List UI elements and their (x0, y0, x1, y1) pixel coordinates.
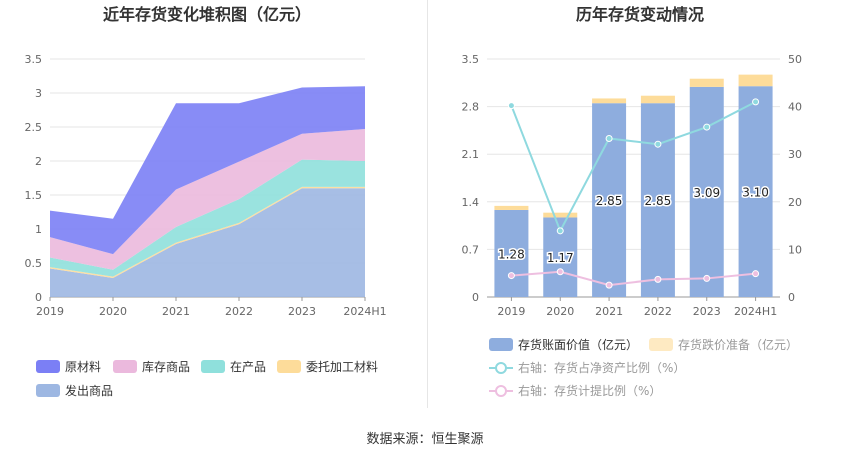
bar-book-value (640, 103, 675, 297)
y-tick-label: 2.1 (462, 148, 480, 161)
legend-label: 发出商品 (65, 383, 113, 398)
y-tick-label: 1.5 (25, 189, 43, 202)
point-line1 (752, 98, 760, 106)
legend-swatch-consign (277, 360, 301, 373)
y-tick-label: 0 (35, 291, 42, 304)
x-tick-label: 2019 (497, 305, 525, 318)
legend-label: 委托加工材料 (306, 360, 378, 374)
legend-swatch-inventory (113, 360, 137, 373)
x-tick-label: 2020 (99, 305, 127, 318)
panel-divider (427, 0, 428, 408)
bar-data-label: 3.10 (742, 186, 769, 200)
y-tick-label: 2.5 (25, 121, 43, 134)
area-raw (50, 86, 365, 255)
point-line1 (605, 134, 613, 142)
legend-label: 右轴：存货占净资产比例（%） (518, 360, 685, 375)
y-tick-label: 0.7 (462, 243, 480, 256)
y-tick-label: 1 (35, 223, 42, 236)
x-tick-label: 2021 (595, 305, 623, 318)
legend-swatch-shipped (36, 384, 60, 397)
legend-swatch-bar-reserve (649, 338, 673, 351)
stacked-area-chart: 近年存货变化堆积图（亿元） 0 0.5 1 1.5 2 2.5 3 3.5 2019 2020 202… (25, 5, 387, 398)
right-legend: 存货账面价值（亿元） 存货跌价准备（亿元） 右轴：存货占净资产比例（%） 右轴：存货计… (489, 337, 798, 398)
bar-book-value (494, 209, 529, 297)
legend-swatch-wip (201, 360, 225, 373)
legend-marker-line2 (495, 385, 507, 397)
point-line1 (703, 123, 711, 131)
y-tick-label: 3 (35, 87, 42, 100)
x-tick-label: 2020 (546, 305, 574, 318)
bar-reserve (640, 95, 675, 104)
y2-tick-label: 0 (788, 291, 795, 304)
area-wip (50, 159, 365, 277)
legend-label: 库存商品 (142, 359, 190, 374)
point-line2 (752, 270, 760, 278)
bar-reserve (738, 74, 773, 87)
legend-swatch-bar-book (489, 338, 513, 351)
legend-label: 在产品 (230, 360, 266, 374)
inventory-bar-line-chart: 历年存货变动情况 0 0.7 1.4 2.1 2.8 3.5 0 10 20 30 40 50 1.28 2… (462, 5, 803, 398)
y-tick-label: 2.8 (462, 101, 480, 114)
area-inventory (50, 129, 365, 270)
x-tick-label: 2023 (693, 305, 721, 318)
y-tick-label: 3.5 (462, 53, 480, 66)
y2-tick-label: 30 (788, 148, 802, 161)
y2-tick-label: 10 (788, 243, 802, 256)
y2-tick-label: 40 (788, 101, 802, 114)
x-tick-label: 2024H1 (734, 305, 777, 318)
bar-data-label: 1.28 (498, 247, 525, 261)
y-tick-label: 3.5 (25, 53, 43, 66)
point-line2 (703, 274, 711, 282)
bar-reserve (494, 205, 529, 210)
legend-label: 原材料 (65, 360, 101, 374)
bar-data-label: 3.09 (693, 186, 720, 200)
bar-reserve (689, 78, 724, 87)
left-chart-title: 近年存货变化堆积图（亿元） (103, 5, 311, 24)
x-tick-label: 2019 (36, 305, 64, 318)
y-tick-label: 2 (35, 155, 42, 168)
bar-data-label: 2.85 (645, 194, 672, 208)
line-line2 (511, 270, 756, 287)
bar-book-value (738, 86, 773, 297)
legend-label: 存货账面价值（亿元） (518, 337, 638, 352)
x-tick-label: 2021 (162, 305, 190, 318)
y2-tick-label: 50 (788, 53, 802, 66)
legend-label: 右轴：存货计提比例（%） (518, 383, 661, 398)
legend-marker-line1 (495, 362, 507, 374)
y2-tick-label: 20 (788, 196, 802, 209)
x-tick-label: 2023 (288, 305, 316, 318)
x-tick-label: 2022 (644, 305, 672, 318)
right-chart-title: 历年存货变动情况 (576, 5, 704, 24)
point-line2 (605, 281, 613, 289)
x-tick-label: 2024H1 (343, 305, 386, 318)
y-tick-label: 0 (472, 291, 479, 304)
point-line1 (654, 140, 662, 148)
data-source: 数据来源：恒生聚源 (366, 432, 484, 447)
bar-reserve (592, 98, 627, 104)
legend-label: 存货跌价准备（亿元） (678, 337, 798, 352)
point-line2 (507, 272, 515, 280)
area-shipped (50, 188, 365, 297)
y-tick-label: 1.4 (462, 196, 480, 209)
point-line2 (654, 275, 662, 283)
bar-reserve (543, 212, 578, 218)
y-tick-label: 0.5 (25, 257, 43, 270)
x-tick-label: 2022 (225, 305, 253, 318)
bar-data-label: 2.85 (596, 194, 623, 208)
bar-data-label: 1.17 (547, 251, 574, 265)
point-line1 (507, 102, 515, 110)
point-line1 (556, 227, 564, 235)
line-line1 (510, 100, 757, 234)
point-line2 (556, 268, 564, 276)
legend-swatch-raw (36, 360, 60, 373)
